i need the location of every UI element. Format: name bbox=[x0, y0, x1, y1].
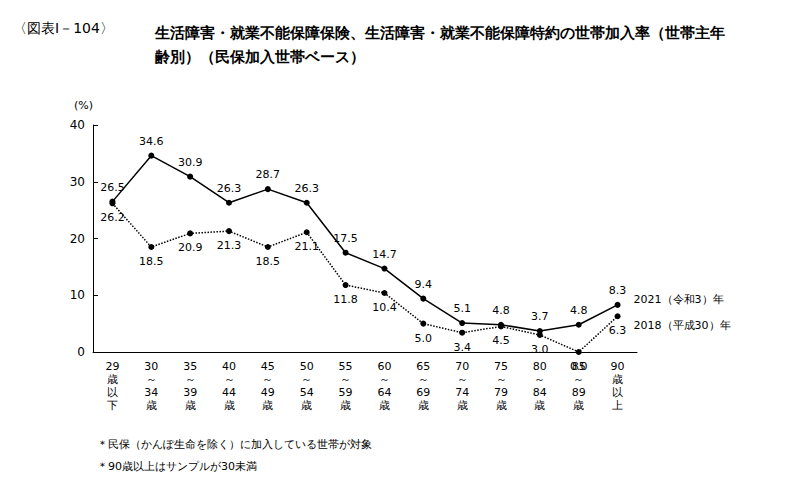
svg-text:17.5: 17.5 bbox=[333, 232, 358, 245]
svg-text:21.3: 21.3 bbox=[217, 239, 242, 252]
svg-text:～: ～ bbox=[534, 373, 545, 386]
svg-text:歳: 歳 bbox=[534, 399, 545, 412]
svg-text:歳: 歳 bbox=[107, 373, 118, 386]
svg-text:以: 以 bbox=[612, 386, 623, 399]
svg-text:49: 49 bbox=[261, 386, 275, 399]
svg-text:2021（令和3）年: 2021（令和3）年 bbox=[634, 293, 724, 306]
svg-text:歳: 歳 bbox=[612, 373, 623, 386]
svg-text:55: 55 bbox=[339, 360, 353, 373]
svg-text:65: 65 bbox=[416, 360, 430, 373]
svg-text:～: ～ bbox=[340, 373, 351, 386]
svg-text:～: ～ bbox=[379, 373, 390, 386]
svg-text:～: ～ bbox=[496, 373, 507, 386]
svg-text:齢別）（民保加入世帯ベース）: 齢別）（民保加入世帯ベース） bbox=[155, 48, 365, 66]
svg-text:〈図表Ⅰ－104〉: 〈図表Ⅰ－104〉 bbox=[13, 20, 114, 36]
svg-text:4.5: 4.5 bbox=[492, 334, 510, 347]
svg-text:21.1: 21.1 bbox=[294, 240, 319, 253]
svg-text:34.6: 34.6 bbox=[139, 135, 164, 148]
svg-text:(%): (%) bbox=[74, 99, 93, 112]
svg-text:10.4: 10.4 bbox=[372, 301, 397, 314]
svg-text:6.3: 6.3 bbox=[609, 324, 627, 337]
svg-text:84: 84 bbox=[533, 386, 547, 399]
svg-text:4.8: 4.8 bbox=[570, 304, 588, 317]
svg-text:～: ～ bbox=[457, 373, 468, 386]
svg-text:～: ～ bbox=[418, 373, 429, 386]
svg-text:5.0: 5.0 bbox=[415, 332, 433, 345]
svg-text:54: 54 bbox=[300, 386, 314, 399]
svg-text:44: 44 bbox=[222, 386, 236, 399]
svg-text:～: ～ bbox=[262, 373, 273, 386]
svg-text:上: 上 bbox=[612, 399, 623, 412]
svg-text:26.3: 26.3 bbox=[294, 182, 319, 195]
svg-text:歳: 歳 bbox=[573, 399, 584, 412]
svg-text:29: 29 bbox=[105, 360, 119, 373]
svg-text:歳: 歳 bbox=[496, 399, 507, 412]
svg-text:40: 40 bbox=[222, 360, 236, 373]
svg-text:歳: 歳 bbox=[379, 399, 390, 412]
svg-text:歳: 歳 bbox=[262, 399, 273, 412]
svg-text:0.0: 0.0 bbox=[570, 360, 588, 373]
svg-text:64: 64 bbox=[377, 386, 391, 399]
svg-text:79: 79 bbox=[494, 386, 508, 399]
svg-text:4.8: 4.8 bbox=[492, 304, 510, 317]
svg-text:＊90歳以上はサンプルが30未満: ＊90歳以上はサンプルが30未満 bbox=[97, 460, 257, 473]
svg-text:89: 89 bbox=[572, 386, 586, 399]
svg-text:3.7: 3.7 bbox=[531, 310, 549, 323]
svg-text:30: 30 bbox=[144, 360, 158, 373]
svg-text:～: ～ bbox=[185, 373, 196, 386]
svg-text:歳: 歳 bbox=[224, 399, 235, 412]
svg-text:26.2: 26.2 bbox=[100, 211, 125, 224]
svg-text:45: 45 bbox=[261, 360, 275, 373]
svg-text:80: 80 bbox=[533, 360, 547, 373]
svg-text:90: 90 bbox=[611, 360, 625, 373]
svg-text:歳: 歳 bbox=[301, 399, 312, 412]
svg-text:歳: 歳 bbox=[457, 399, 468, 412]
svg-text:18.5: 18.5 bbox=[256, 255, 281, 268]
svg-text:20.9: 20.9 bbox=[178, 241, 203, 254]
svg-text:下: 下 bbox=[107, 399, 118, 412]
svg-text:0: 0 bbox=[77, 345, 85, 359]
svg-text:歳: 歳 bbox=[185, 399, 196, 412]
svg-text:歳: 歳 bbox=[340, 399, 351, 412]
svg-text:歳: 歳 bbox=[146, 399, 157, 412]
svg-text:26.3: 26.3 bbox=[217, 182, 242, 195]
svg-text:以: 以 bbox=[107, 386, 118, 399]
svg-text:28.7: 28.7 bbox=[256, 168, 281, 181]
svg-text:歳: 歳 bbox=[418, 399, 429, 412]
svg-text:39: 39 bbox=[183, 386, 197, 399]
svg-text:生活障害・就業不能保障保険、生活障害・就業不能保障特約の世帯: 生活障害・就業不能保障保険、生活障害・就業不能保障特約の世帯加入率（世帯主年 bbox=[154, 24, 725, 42]
svg-text:5.1: 5.1 bbox=[453, 302, 471, 315]
svg-text:60: 60 bbox=[377, 360, 391, 373]
svg-text:74: 74 bbox=[455, 386, 469, 399]
svg-text:11.8: 11.8 bbox=[333, 293, 358, 306]
svg-text:9.4: 9.4 bbox=[415, 278, 433, 291]
svg-text:30.9: 30.9 bbox=[178, 156, 203, 169]
svg-text:70: 70 bbox=[455, 360, 469, 373]
svg-text:30: 30 bbox=[70, 175, 85, 189]
svg-text:35: 35 bbox=[183, 360, 197, 373]
svg-text:2018（平成30）年: 2018（平成30）年 bbox=[634, 319, 731, 332]
svg-text:～: ～ bbox=[301, 373, 312, 386]
svg-text:40: 40 bbox=[70, 118, 85, 132]
svg-text:～: ～ bbox=[224, 373, 235, 386]
svg-text:10: 10 bbox=[70, 288, 85, 302]
svg-text:59: 59 bbox=[339, 386, 353, 399]
svg-text:75: 75 bbox=[494, 360, 508, 373]
svg-text:14.7: 14.7 bbox=[372, 248, 397, 261]
svg-text:3.4: 3.4 bbox=[453, 341, 471, 354]
svg-text:34: 34 bbox=[144, 386, 158, 399]
svg-text:20: 20 bbox=[70, 232, 85, 246]
svg-text:～: ～ bbox=[146, 373, 157, 386]
svg-text:50: 50 bbox=[300, 360, 314, 373]
svg-text:～: ～ bbox=[573, 373, 584, 386]
svg-text:18.5: 18.5 bbox=[139, 255, 164, 268]
svg-text:26.5: 26.5 bbox=[100, 181, 125, 194]
svg-text:69: 69 bbox=[416, 386, 430, 399]
svg-text:＊民保（かんぽ生命を除く）に加入している世帯が対象: ＊民保（かんぽ生命を除く）に加入している世帯が対象 bbox=[97, 438, 372, 451]
svg-text:8.3: 8.3 bbox=[609, 284, 627, 297]
svg-text:3.0: 3.0 bbox=[531, 343, 549, 356]
